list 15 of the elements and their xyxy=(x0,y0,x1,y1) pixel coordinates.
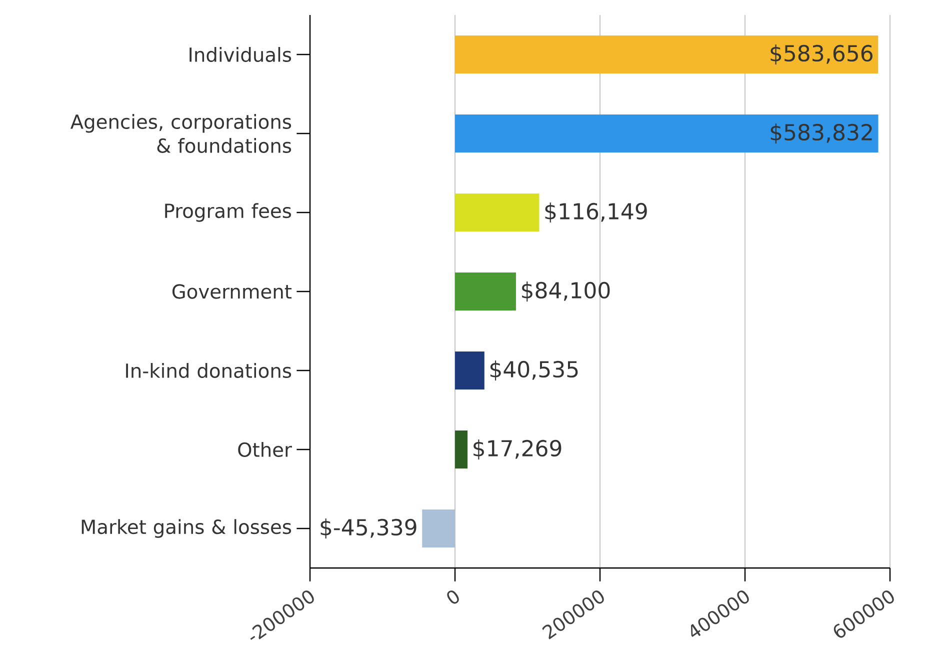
data-label: $-45,339 xyxy=(320,518,416,538)
data-label: $40,535 xyxy=(490,360,578,380)
y-tick-label: Other xyxy=(238,442,292,457)
y-tick-label: Individuals xyxy=(190,47,292,62)
y-tick-label: Program fees xyxy=(165,203,291,222)
y-tick-label: Government xyxy=(172,284,292,299)
y-tick-label: Market gains & losses xyxy=(82,519,292,538)
y-tick-label: In-kind donations xyxy=(126,363,292,378)
data-label: $116,149 xyxy=(545,202,647,222)
data-label: $583,656 xyxy=(770,44,872,64)
data-label: $583,832 xyxy=(770,124,872,144)
x-tick-label: 0 xyxy=(447,590,459,604)
data-label: $84,100 xyxy=(522,282,610,302)
data-label: $17,269 xyxy=(474,440,562,460)
y-tick-label: Agencies, corporations & foundations xyxy=(70,114,292,153)
